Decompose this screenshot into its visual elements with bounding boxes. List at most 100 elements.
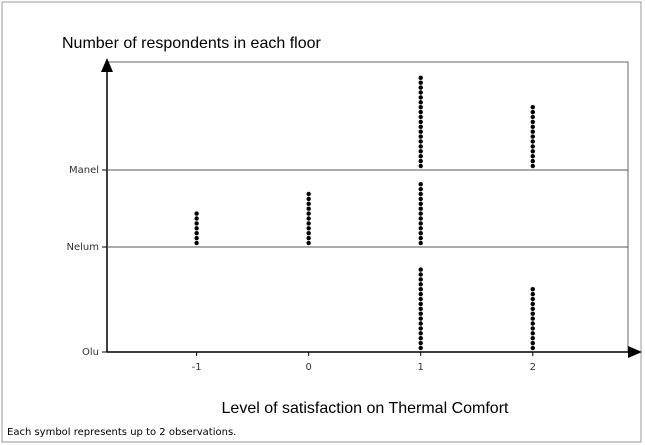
y-tick-label: Nelum [67, 242, 100, 253]
dot-stack [418, 75, 423, 169]
dot [418, 311, 423, 316]
dot [530, 296, 535, 302]
dot [530, 114, 535, 120]
dot [530, 306, 535, 311]
dot [530, 109, 535, 115]
dot [418, 100, 423, 105]
dot [530, 105, 535, 110]
dot [418, 291, 423, 297]
dot [418, 201, 423, 206]
dot [418, 235, 423, 241]
dot [418, 134, 423, 139]
dot [418, 301, 423, 307]
y-tick-label: Manel [69, 165, 99, 176]
dot [530, 340, 535, 346]
dot [530, 291, 535, 297]
dot [530, 144, 535, 149]
dot [418, 109, 423, 115]
dot [418, 282, 423, 287]
dot [306, 216, 311, 221]
dot [418, 340, 423, 346]
x-arrow [628, 346, 642, 358]
dot-stack [530, 105, 535, 169]
dot [306, 211, 311, 216]
dot [306, 221, 311, 226]
dot [530, 287, 535, 292]
dot [418, 75, 423, 81]
x-tick-label: 2 [530, 362, 536, 373]
dot [418, 105, 423, 110]
x-axis-label: Level of satisfaction on Thermal Comfort [222, 400, 510, 417]
dot [530, 301, 535, 307]
dot [418, 267, 423, 272]
dot [418, 95, 423, 100]
dot [530, 331, 535, 336]
chart-title: Number of respondents in each floor [62, 35, 321, 52]
dot [530, 316, 535, 321]
x-tick-label: 1 [418, 362, 424, 373]
dot-stack [530, 287, 535, 351]
dot [418, 149, 423, 154]
dot [418, 163, 423, 169]
dot [418, 158, 423, 164]
dot [530, 163, 535, 169]
dot [530, 345, 535, 351]
dot [418, 345, 423, 351]
dot [194, 216, 199, 221]
dot [418, 331, 423, 336]
dot-stack [418, 182, 423, 246]
dot [418, 306, 423, 311]
dot [306, 226, 311, 231]
dot [418, 211, 423, 216]
dot [306, 206, 311, 211]
dot [418, 85, 423, 90]
dot [418, 144, 423, 149]
dot [418, 80, 423, 85]
dot [418, 119, 423, 125]
dot [194, 226, 199, 231]
dot [418, 90, 423, 95]
x-tick-label: 0 [305, 362, 311, 373]
dot [418, 206, 423, 211]
dot [418, 321, 423, 326]
dot-stack [418, 267, 423, 351]
note: Each symbol represents up to 2 observati… [7, 427, 236, 438]
dot [530, 134, 535, 139]
dot [530, 139, 535, 144]
dot [530, 129, 535, 134]
dot [530, 321, 535, 326]
dot [418, 296, 423, 302]
dot [418, 287, 423, 292]
dot [306, 235, 311, 241]
y-arrow [101, 58, 113, 72]
dot [418, 216, 423, 221]
y-tick-label: Olu [82, 347, 99, 358]
dot [418, 124, 423, 129]
dot [530, 119, 535, 125]
dot [530, 158, 535, 164]
dot [418, 277, 423, 282]
dot [418, 154, 423, 159]
dot [530, 154, 535, 159]
dot [418, 186, 423, 192]
dot [418, 139, 423, 144]
dot [194, 235, 199, 241]
dot [306, 240, 311, 246]
dot [418, 196, 423, 202]
dot [306, 201, 311, 206]
dot [418, 231, 423, 236]
dot [194, 221, 199, 226]
dot [418, 129, 423, 134]
dot [418, 191, 423, 197]
dot [530, 326, 535, 331]
dot [418, 221, 423, 226]
dot [306, 191, 311, 197]
dot [530, 336, 535, 341]
x-tick-label: -1 [192, 362, 202, 373]
dot [418, 272, 423, 277]
dot [418, 182, 423, 187]
dot [418, 316, 423, 321]
dot [418, 226, 423, 231]
